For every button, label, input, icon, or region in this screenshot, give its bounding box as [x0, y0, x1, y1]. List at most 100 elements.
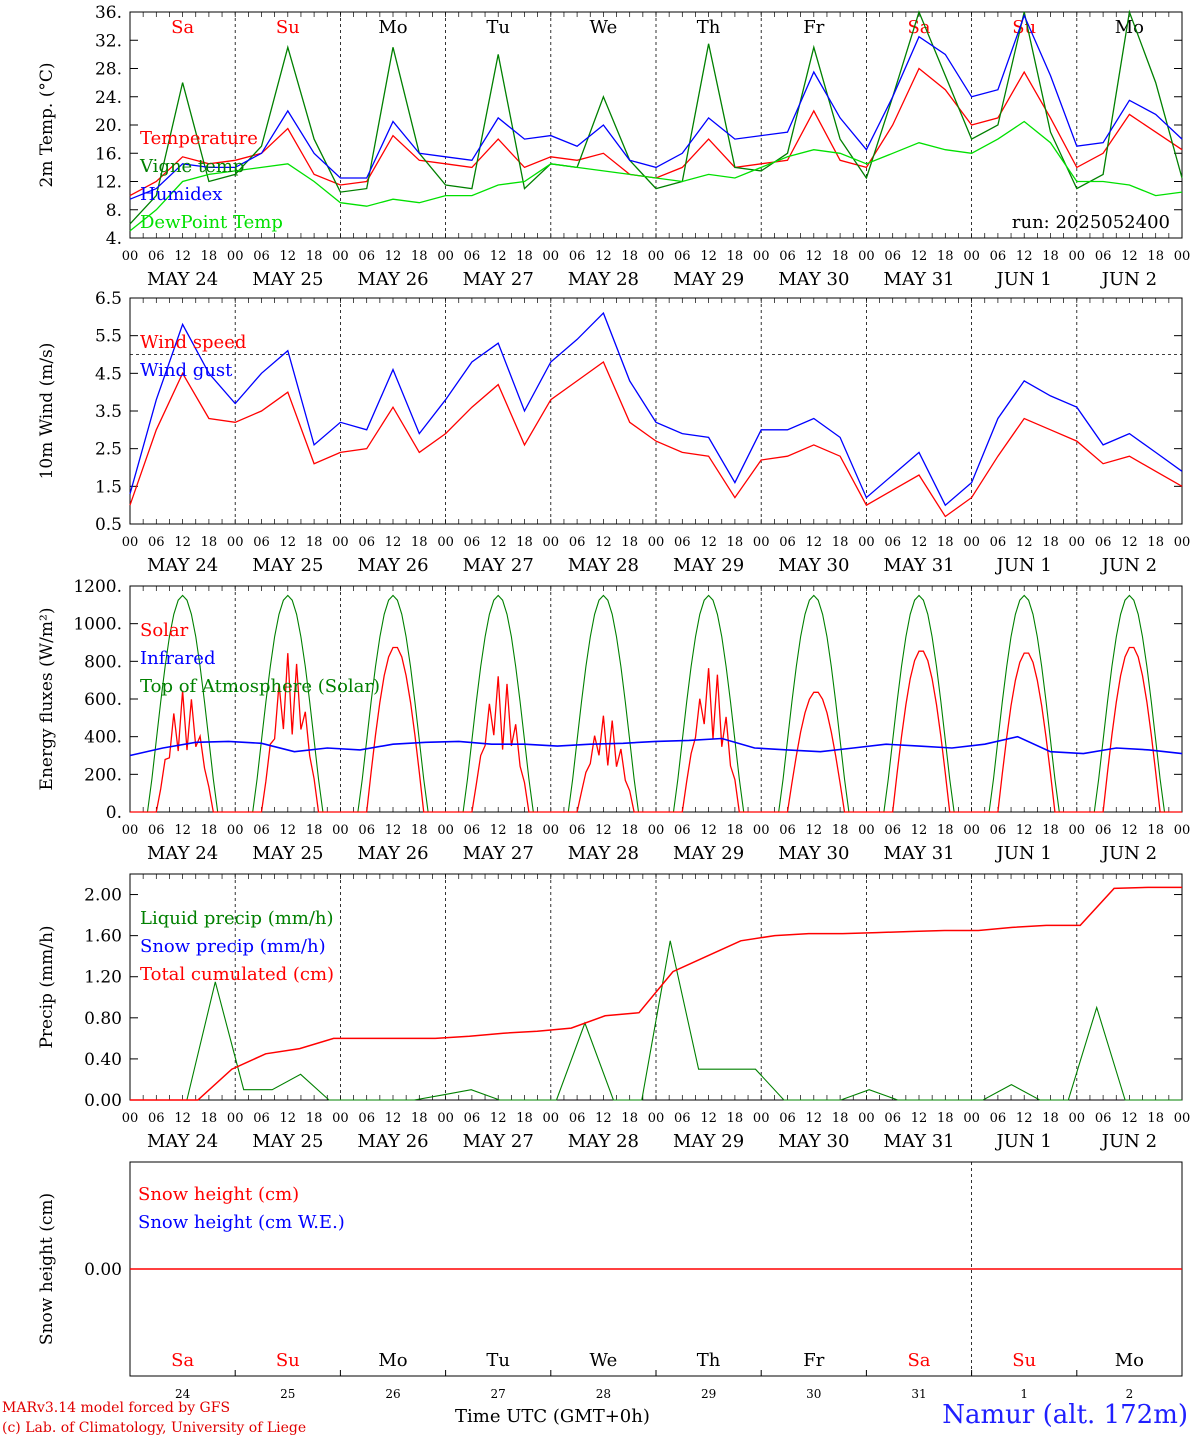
- date-label: JUN 2: [1100, 555, 1157, 576]
- hour-tick-label: 06: [990, 1111, 1007, 1126]
- hour-tick-label: 00: [227, 249, 244, 264]
- y-tick-label: 1000.: [73, 615, 122, 635]
- hour-tick-label: 18: [411, 1111, 428, 1126]
- hour-tick-label: 06: [569, 823, 586, 838]
- hour-tick-label: 00: [332, 535, 349, 550]
- hour-tick-label: 06: [569, 249, 586, 264]
- y-tick-label: 4.5: [95, 364, 122, 384]
- weekday-label: We: [590, 17, 618, 38]
- hour-tick-label: 06: [779, 249, 796, 264]
- hour-tick-label: 00: [332, 823, 349, 838]
- hour-tick-label: 18: [1042, 249, 1059, 264]
- hour-tick-label: 18: [411, 249, 428, 264]
- date-label: MAY 27: [463, 555, 534, 576]
- station-label: Namur (alt. 172m): [942, 1400, 1188, 1430]
- day-number-label: 28: [596, 1387, 611, 1401]
- y-tick-label: 0.00: [84, 1260, 122, 1280]
- hour-tick-label: 18: [516, 249, 533, 264]
- series-line-liquid-precip: [130, 940, 1182, 1101]
- series-line-humidex: [129, 13, 1183, 200]
- hour-tick-label: 06: [358, 823, 375, 838]
- day-number-label: 27: [491, 1387, 506, 1401]
- hour-tick-label: 18: [201, 535, 218, 550]
- date-label: MAY 24: [147, 843, 218, 864]
- legend-entry: Snow height (cm W.E.): [138, 1212, 345, 1233]
- weekday-label: Mo: [1115, 1350, 1144, 1371]
- hour-tick-label: 06: [779, 1111, 796, 1126]
- y-tick-label: 1200.: [73, 577, 122, 597]
- hour-tick-label: 06: [464, 1111, 481, 1126]
- hour-tick-label: 00: [858, 535, 875, 550]
- hour-tick-label: 12: [174, 1111, 191, 1126]
- date-label: MAY 28: [568, 269, 639, 290]
- hour-tick-label: 18: [201, 823, 218, 838]
- hour-tick-label: 00: [753, 1111, 770, 1126]
- hour-tick-label: 00: [1069, 535, 1086, 550]
- run-label: run: 2025052400: [1012, 212, 1170, 233]
- y-axis-title: Energy fluxes (W/m²): [37, 608, 57, 791]
- date-label: MAY 26: [357, 1131, 428, 1152]
- hour-tick-label: 18: [516, 823, 533, 838]
- weekday-label: Mo: [1115, 17, 1144, 38]
- hour-tick-label: 18: [832, 535, 849, 550]
- date-label: MAY 30: [778, 1131, 849, 1152]
- hour-tick-label: 12: [280, 823, 297, 838]
- hour-tick-label: 00: [858, 1111, 875, 1126]
- date-label: MAY 26: [357, 843, 428, 864]
- hour-tick-label: 06: [253, 535, 270, 550]
- hour-tick-label: 06: [1095, 1111, 1112, 1126]
- hour-tick-label: 00: [648, 535, 665, 550]
- y-tick-label: 8.: [106, 201, 122, 221]
- hour-tick-label: 00: [227, 1111, 244, 1126]
- y-tick-label: 1.5: [95, 477, 122, 497]
- legend-entry: Top of Atmosphere (Solar): [140, 676, 380, 697]
- date-label: JUN 1: [995, 843, 1052, 864]
- hour-tick-label: 12: [595, 249, 612, 264]
- legend-entry: Vigne temp: [139, 156, 244, 177]
- hour-tick-label: 00: [648, 823, 665, 838]
- hour-tick-label: 06: [464, 823, 481, 838]
- hour-tick-label: 06: [358, 1111, 375, 1126]
- y-tick-label: 24.: [95, 88, 122, 108]
- date-label: MAY 28: [568, 555, 639, 576]
- hour-tick-label: 18: [306, 249, 323, 264]
- date-label: MAY 25: [252, 843, 323, 864]
- hour-tick-label: 12: [700, 823, 717, 838]
- hour-tick-label: 12: [174, 823, 191, 838]
- day-number-label: 1: [1020, 1387, 1028, 1401]
- y-tick-label: 800.: [84, 652, 122, 672]
- y-tick-label: 12.: [95, 173, 122, 193]
- hour-tick-label: 00: [437, 823, 454, 838]
- date-label: MAY 26: [357, 269, 428, 290]
- date-label: MAY 24: [147, 1131, 218, 1152]
- hour-tick-label: 12: [280, 535, 297, 550]
- weekday-label: Sa: [907, 1350, 930, 1371]
- hour-tick-label: 12: [490, 535, 507, 550]
- y-tick-label: 0.: [106, 803, 122, 823]
- date-label: MAY 31: [883, 843, 954, 864]
- hour-tick-label: 12: [806, 1111, 823, 1126]
- y-axis-title: 2m Temp. (°C): [37, 62, 57, 187]
- y-tick-label: 0.5: [95, 515, 122, 535]
- hour-tick-label: 12: [700, 535, 717, 550]
- day-number-label: 24: [175, 1387, 191, 1401]
- hour-tick-label: 00: [1174, 1111, 1191, 1126]
- hour-tick-label: 06: [148, 823, 165, 838]
- hour-tick-label: 18: [937, 1111, 954, 1126]
- series-line-dewpoint-temp: [129, 120, 1183, 232]
- y-axis-title: Snow height (cm): [37, 1193, 57, 1345]
- date-label: JUN 2: [1100, 843, 1157, 864]
- y-tick-label: 4.: [106, 229, 122, 249]
- date-label: MAY 29: [673, 269, 744, 290]
- y-tick-label: 0.40: [84, 1050, 122, 1070]
- hour-tick-label: 18: [306, 823, 323, 838]
- hour-tick-label: 00: [227, 535, 244, 550]
- weekday-label: Su: [1012, 1350, 1036, 1371]
- y-tick-label: 32.: [95, 31, 122, 51]
- hour-tick-label: 12: [385, 249, 402, 264]
- date-label: MAY 29: [673, 1131, 744, 1152]
- hour-tick-label: 18: [621, 823, 638, 838]
- weekday-label: Mo: [378, 1350, 407, 1371]
- hour-tick-label: 00: [963, 249, 980, 264]
- hour-tick-label: 18: [727, 535, 744, 550]
